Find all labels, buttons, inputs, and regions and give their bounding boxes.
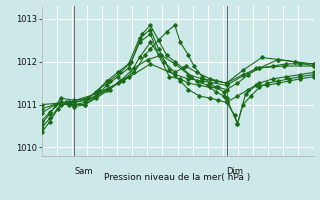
X-axis label: Pression niveau de la mer( hPa ): Pression niveau de la mer( hPa ) xyxy=(104,173,251,182)
Text: Dim: Dim xyxy=(227,167,244,176)
Text: Sam: Sam xyxy=(74,167,93,176)
